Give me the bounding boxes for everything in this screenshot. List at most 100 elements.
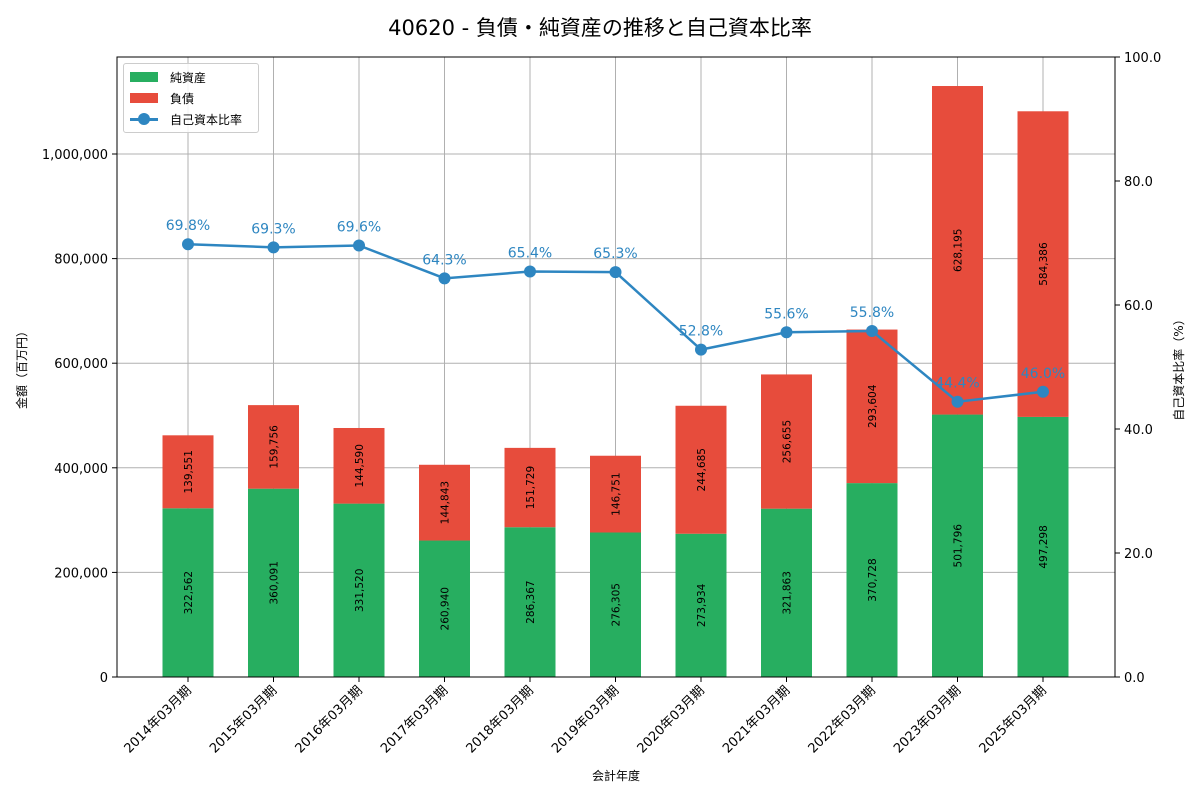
x-tick-label: 2019年03月期 — [549, 683, 622, 756]
legend-label: 純資産 — [170, 70, 207, 85]
net-assets-value-label: 360,091 — [269, 561, 281, 604]
legend-item-liabilities: 負債 — [130, 89, 194, 107]
ratio-value-label: 55.6% — [764, 306, 808, 322]
liabilities-bar — [504, 447, 556, 528]
liabilities-value-label: 628,195 — [953, 229, 965, 272]
net-assets-value-label: 260,940 — [440, 587, 452, 630]
ratio-marker-icon — [951, 395, 964, 408]
x-tick-label: 2014年03月期 — [122, 683, 195, 756]
y-left-tick-label: 400,000 — [54, 462, 108, 477]
ratio-value-label: 65.3% — [593, 246, 637, 262]
ratio-value-label: 69.8% — [166, 218, 210, 234]
liabilities-bar — [248, 405, 299, 489]
net-assets-bar — [590, 532, 641, 677]
ratio-value-label: 65.4% — [508, 246, 552, 262]
y-right-tick-label: 100.0 — [1124, 51, 1161, 66]
ratio-value-label: 69.3% — [251, 221, 295, 237]
liabilities-bar — [846, 329, 898, 484]
ratio-marker-icon — [182, 238, 194, 251]
net-assets-value-label: 497,298 — [1038, 525, 1050, 568]
liabilities-value-label: 144,590 — [354, 444, 366, 487]
x-tick-label: 2020年03月期 — [635, 683, 708, 756]
net-assets-swatch-icon — [130, 72, 158, 82]
net-assets-value-label: 273,934 — [696, 583, 708, 627]
chart-title: 40620 - 負債・純資産の推移と自己資本比率 — [388, 16, 812, 40]
ratio-value-label: 69.6% — [337, 219, 381, 235]
liabilities-bar — [419, 464, 470, 541]
ratio-value-label: 44.4% — [935, 376, 979, 392]
y-right-tick-label: 0.0 — [1124, 671, 1145, 686]
bar-series: 322,562 139,551 360,091 159,756 331,520 144,5… — [162, 86, 1069, 677]
net-assets-bar — [932, 414, 983, 677]
x-tick-label: 2017年03月期 — [378, 683, 451, 756]
y-left-tick-label: 800,000 — [54, 253, 108, 268]
liabilities-value-label: 146,751 — [611, 472, 623, 515]
x-tick-label: 2025年03月期 — [977, 683, 1050, 756]
y-right-tick-label: 80.0 — [1124, 175, 1153, 190]
legend-label: 負債 — [170, 91, 195, 106]
y-left-tick-label: 200,000 — [54, 566, 108, 581]
line-marker-icon — [130, 113, 158, 125]
x-tick-label: 2023年03月期 — [891, 683, 964, 756]
liabilities-value-label: 159,756 — [269, 425, 281, 469]
net-assets-value-label: 286,367 — [525, 580, 537, 623]
net-assets-value-label: 501,796 — [953, 524, 965, 568]
ratio-value-label: 52.8% — [679, 324, 723, 340]
x-tick-label: 2022年03月期 — [806, 683, 879, 756]
chart-legend: 純資産 負債 自己資本比率 — [123, 63, 259, 133]
net-assets-bar — [1017, 416, 1069, 677]
y-right-tick-label: 20.0 — [1124, 547, 1153, 562]
liabilities-value-label: 584,386 — [1038, 242, 1050, 286]
x-tick-label: 2016年03月期 — [293, 683, 366, 756]
net-assets-bar — [846, 483, 898, 677]
liabilities-bar — [162, 435, 214, 509]
ratio-marker-icon — [609, 266, 622, 279]
x-tick-label: 2021年03月期 — [720, 683, 793, 756]
net-assets-bar — [419, 540, 470, 677]
liabilities-value-label: 144,843 — [440, 481, 452, 524]
net-assets-bar — [333, 503, 385, 677]
ratio-marker-icon — [695, 343, 707, 356]
net-assets-bar — [504, 527, 556, 677]
ratio-marker-icon — [438, 272, 451, 285]
ratio-marker-icon — [780, 326, 793, 339]
x-tick-label: 2018年03月期 — [464, 683, 537, 756]
x-axis-label: 会計年度 — [592, 768, 640, 783]
net-assets-value-label: 321,863 — [782, 571, 794, 614]
net-assets-bar — [248, 488, 299, 677]
liabilities-bar — [1017, 111, 1069, 417]
net-assets-bar — [675, 533, 727, 677]
liabilities-bar — [761, 374, 812, 509]
net-assets-bar — [761, 508, 812, 677]
y-left-tick-label: 600,000 — [54, 357, 108, 372]
ratio-marker-icon — [267, 241, 280, 254]
net-assets-value-label: 276,305 — [611, 583, 623, 626]
ratio-value-label: 64.3% — [422, 252, 466, 268]
liabilities-bar — [333, 427, 385, 504]
y-axis-right-label: 自己資本比率（%） — [1171, 313, 1186, 420]
net-assets-value-label: 370,728 — [867, 558, 879, 601]
ratio-marker-icon — [866, 325, 878, 338]
legend-item-equity-ratio: 自己資本比率 — [130, 110, 242, 128]
ratio-value-label: 55.8% — [850, 305, 894, 321]
liabilities-bar — [590, 455, 641, 533]
net-assets-value-label: 322,562 — [183, 571, 195, 614]
y-right-tick-label: 40.0 — [1124, 423, 1153, 438]
liabilities-value-label: 256,655 — [782, 420, 794, 463]
y-left-tick-label: 1,000,000 — [42, 148, 108, 163]
liabilities-bar — [675, 405, 727, 534]
ratio-marker-icon — [353, 239, 365, 252]
legend-label: 自己資本比率 — [170, 112, 243, 127]
ratio-marker-icon — [524, 265, 536, 278]
liabilities-value-label: 151,729 — [525, 466, 537, 509]
liabilities-bar — [932, 86, 983, 415]
liabilities-value-label: 244,685 — [696, 448, 708, 491]
equity-ratio-line: 69.8% 69.3% 69.6% 64.3% 65.4% 65.3% 52.8% 55.6%… — [166, 218, 1065, 408]
liabilities-swatch-icon — [130, 93, 158, 103]
x-tick-label: 2015年03月期 — [207, 683, 280, 756]
net-assets-value-label: 331,520 — [354, 569, 366, 612]
legend-item-net-assets: 純資産 — [130, 68, 206, 86]
ratio-value-label: 46.0% — [1021, 366, 1065, 382]
y-left-tick-label: 0 — [100, 671, 108, 686]
